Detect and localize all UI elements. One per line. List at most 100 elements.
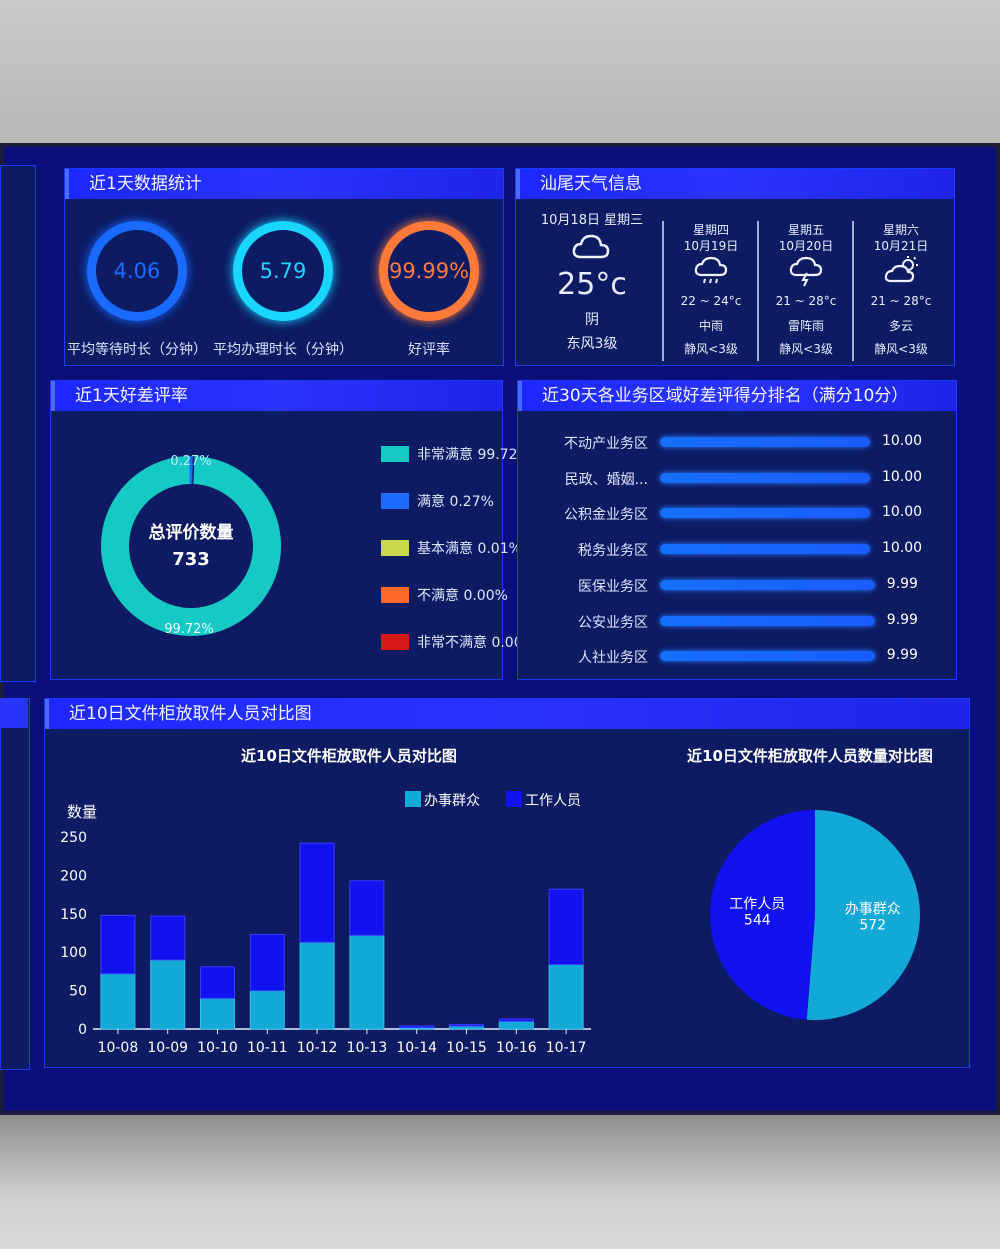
x-tick-label: 10-15 [446,1040,487,1056]
bar-segment-citizens[interactable] [548,963,584,1030]
y-tick-label: 0 [78,1022,87,1038]
legend-swatch [381,540,409,556]
forecast-weekday: 星期六 [882,223,919,237]
legend-swatch [381,587,409,603]
forecast-date: 10月19日 [683,239,739,253]
donut-label-top: 0.27% [170,454,211,469]
pie-slice-staff[interactable] [709,810,815,1020]
forecast-date: 10月21日 [873,239,929,253]
ranking-bar [660,544,870,555]
bar-segment-citizens[interactable] [349,934,385,1030]
y-tick-label: 250 [60,830,87,846]
donut-label-bottom: 99.72% [164,622,214,637]
x-tick-label: 10-14 [396,1040,437,1056]
legend-swatch-staff [506,791,522,807]
bar-segment-staff[interactable] [349,880,385,936]
gauge-2: 5.79 [233,221,333,321]
gauge-label: 平均办理时长（分钟） [213,342,353,358]
ranking-score: 10.00 [882,468,923,485]
bar-segment-citizens[interactable] [200,997,235,1030]
bar-segment-staff[interactable] [100,914,136,975]
bar-segment-staff[interactable] [548,888,584,965]
wall-background [0,1115,1000,1249]
ranking-bar [660,615,875,626]
stats-panel: 近1天数据统计 4.06 平均等待时长（分钟） 5.79 平均办理时长（分钟） 99.9… [64,168,504,366]
ranking-row: 公积金业务区 10.00 [518,504,958,524]
ranking-name: 民政、婚姻... [564,471,648,488]
forecast-temperature: 22 ~ 24°c [680,294,742,308]
gauge-value: 99.99% [388,259,470,283]
legend-label: 基本满意 0.01% [417,541,522,557]
ranking-panel: 近30天各业务区域好差评得分排名（满分10分） 不动产业务区 10.00 民政、婚姻… [517,380,957,680]
left-panel-stub-title [0,698,28,728]
x-tick-label: 10-13 [347,1040,388,1056]
today-wind: 东风3级 [566,336,618,352]
bar-segment-citizens[interactable] [150,959,186,1030]
ranking-bar [660,472,870,483]
pie-slice-citizens[interactable] [806,810,920,1020]
weather-divider [757,221,759,361]
x-tick-label: 10-09 [147,1040,188,1056]
donut-center-label: 总评价数量 [149,522,234,543]
ranking-name: 税务业务区 [578,543,648,560]
bar-segment-citizens[interactable] [498,1020,534,1030]
forecast-weekday: 星期四 [692,223,729,237]
gauge-1: 4.06 [87,221,187,321]
forecast-temperature: 21 ~ 28°c [870,294,932,308]
y-axis-label: 数量 [67,803,97,821]
bar-segment-citizens[interactable] [100,973,136,1030]
pie-slice-value: 544 [744,913,771,929]
ranking-name: 人社业务区 [578,650,648,667]
ranking-row: 不动产业务区 10.00 [518,433,958,453]
thunderstorm-icon [789,256,823,287]
ranking-score: 10.00 [882,540,923,557]
stacked-bar-chart: 近10日文件柜放取件人员对比图 数量 办事群众 工作人员 0 50 100 150 20… [60,747,591,1056]
legend-citizens: 办事群众 [424,793,480,809]
ranking-row: 医保业务区 9.99 [518,576,958,596]
pie-slice-name: 工作人员 [729,897,785,913]
ranking-score: 9.99 [886,575,918,592]
legend-label: 不满意 0.00% [417,588,508,604]
legend-swatch-citizens [405,791,421,807]
bar-segment-staff[interactable] [150,915,186,961]
legend-item: 不满意 0.00% [381,586,508,604]
bar-segment-staff[interactable] [200,966,235,999]
cabinet-panel: 近10日文件柜放取件人员对比图 近10日文件柜放取件人员对比图 数量 办事群众 … [44,698,970,1068]
y-tick-label: 50 [69,984,87,1000]
x-tick-label: 10-08 [98,1040,139,1056]
partly-cloudy-icon [884,256,918,283]
gauge-value: 5.79 [259,259,307,283]
x-tick-label: 10-16 [496,1040,537,1056]
bar-segment-citizens[interactable] [249,990,285,1030]
gauge-3: 99.99% [379,221,479,321]
forecast-wind: 静风<3级 [874,342,928,356]
cloud-icon [572,234,610,259]
pie-slice-value: 572 [859,917,886,933]
panel-title: 近1天数据统计 [65,169,503,199]
legend-item: 基本满意 0.01% [381,539,522,557]
ranking-bar [660,579,875,590]
x-tick-label: 10-11 [247,1040,288,1056]
legend-swatch [381,634,409,650]
legend-label: 满意 0.27% [417,494,494,510]
legend-swatch [381,493,409,509]
bar-segment-staff[interactable] [498,1018,534,1022]
forecast-date: 10月20日 [778,239,834,253]
bar-segment-staff[interactable] [399,1025,435,1028]
donut-slice [101,456,281,636]
y-tick-label: 100 [60,945,87,961]
panel-title: 近1天好差评率 [51,381,502,411]
bar-segment-staff[interactable] [299,842,335,943]
bar-segment-staff[interactable] [449,1023,484,1027]
donut-center-value: 733 [172,549,210,570]
forecast-wind: 静风<3级 [684,342,738,356]
x-tick-label: 10-10 [197,1040,238,1056]
panel-title: 汕尾天气信息 [516,169,954,199]
forecast-temperature: 21 ~ 28°c [775,294,837,308]
pie-chart-title: 近10日文件柜放取件人员数量对比图 [687,747,933,765]
bar-segment-citizens[interactable] [299,941,335,1030]
rain-icon [694,256,728,284]
gauge-label: 好评率 [408,342,450,358]
bar-segment-staff[interactable] [249,934,285,992]
